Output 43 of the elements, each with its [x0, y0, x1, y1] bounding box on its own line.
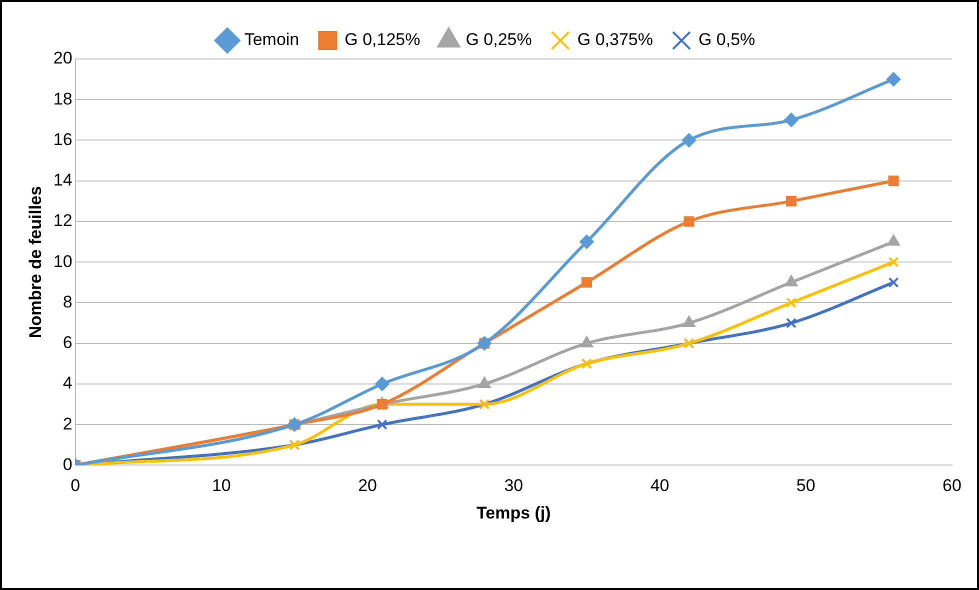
y-tick-label: 0 [62, 454, 72, 474]
y-tick-label: 14 [53, 170, 72, 190]
y-tick-label: 16 [53, 130, 72, 149]
legend-label: G 0,25% [466, 30, 532, 50]
point [887, 234, 900, 246]
point [580, 234, 594, 249]
point [580, 336, 593, 348]
point [785, 275, 798, 286]
x-tick-label: 40 [650, 476, 670, 496]
legend-label: G 0,125% [344, 30, 420, 50]
x-tick-label: 50 [796, 476, 816, 496]
legend-label: G 0,5% [698, 30, 756, 50]
point [886, 72, 901, 86]
legend-label: G 0,375% [577, 30, 653, 50]
y-tick-label: 2 [62, 414, 72, 434]
point [786, 196, 797, 206]
point [478, 376, 491, 388]
x-tick-label: 20 [358, 476, 377, 496]
y-tick-label: 8 [62, 292, 72, 312]
point [888, 176, 899, 186]
y-tick-label: 18 [53, 89, 72, 108]
x-tick-label: 10 [212, 476, 231, 496]
x-tick-label: 60 [942, 476, 962, 496]
y-tick-label: 12 [53, 211, 72, 230]
y-tick-label: 10 [53, 252, 72, 271]
point [376, 419, 388, 430]
legend-label: Temoin [244, 30, 300, 50]
x-axis-title: Temps (j) [476, 503, 551, 522]
y-axis-title: Nombre de feuilles [26, 186, 45, 338]
x-tick-label: 30 [504, 476, 524, 496]
point [682, 133, 696, 148]
point [784, 112, 798, 127]
y-tick-label: 6 [62, 333, 72, 352]
point [682, 316, 696, 328]
point [684, 216, 694, 227]
point [375, 376, 390, 391]
point [786, 318, 797, 328]
point [888, 277, 899, 288]
y-tick-label: 20 [53, 48, 72, 68]
point [581, 277, 592, 288]
y-tick-label: 4 [62, 374, 72, 393]
point [888, 256, 899, 268]
point [786, 297, 797, 308]
